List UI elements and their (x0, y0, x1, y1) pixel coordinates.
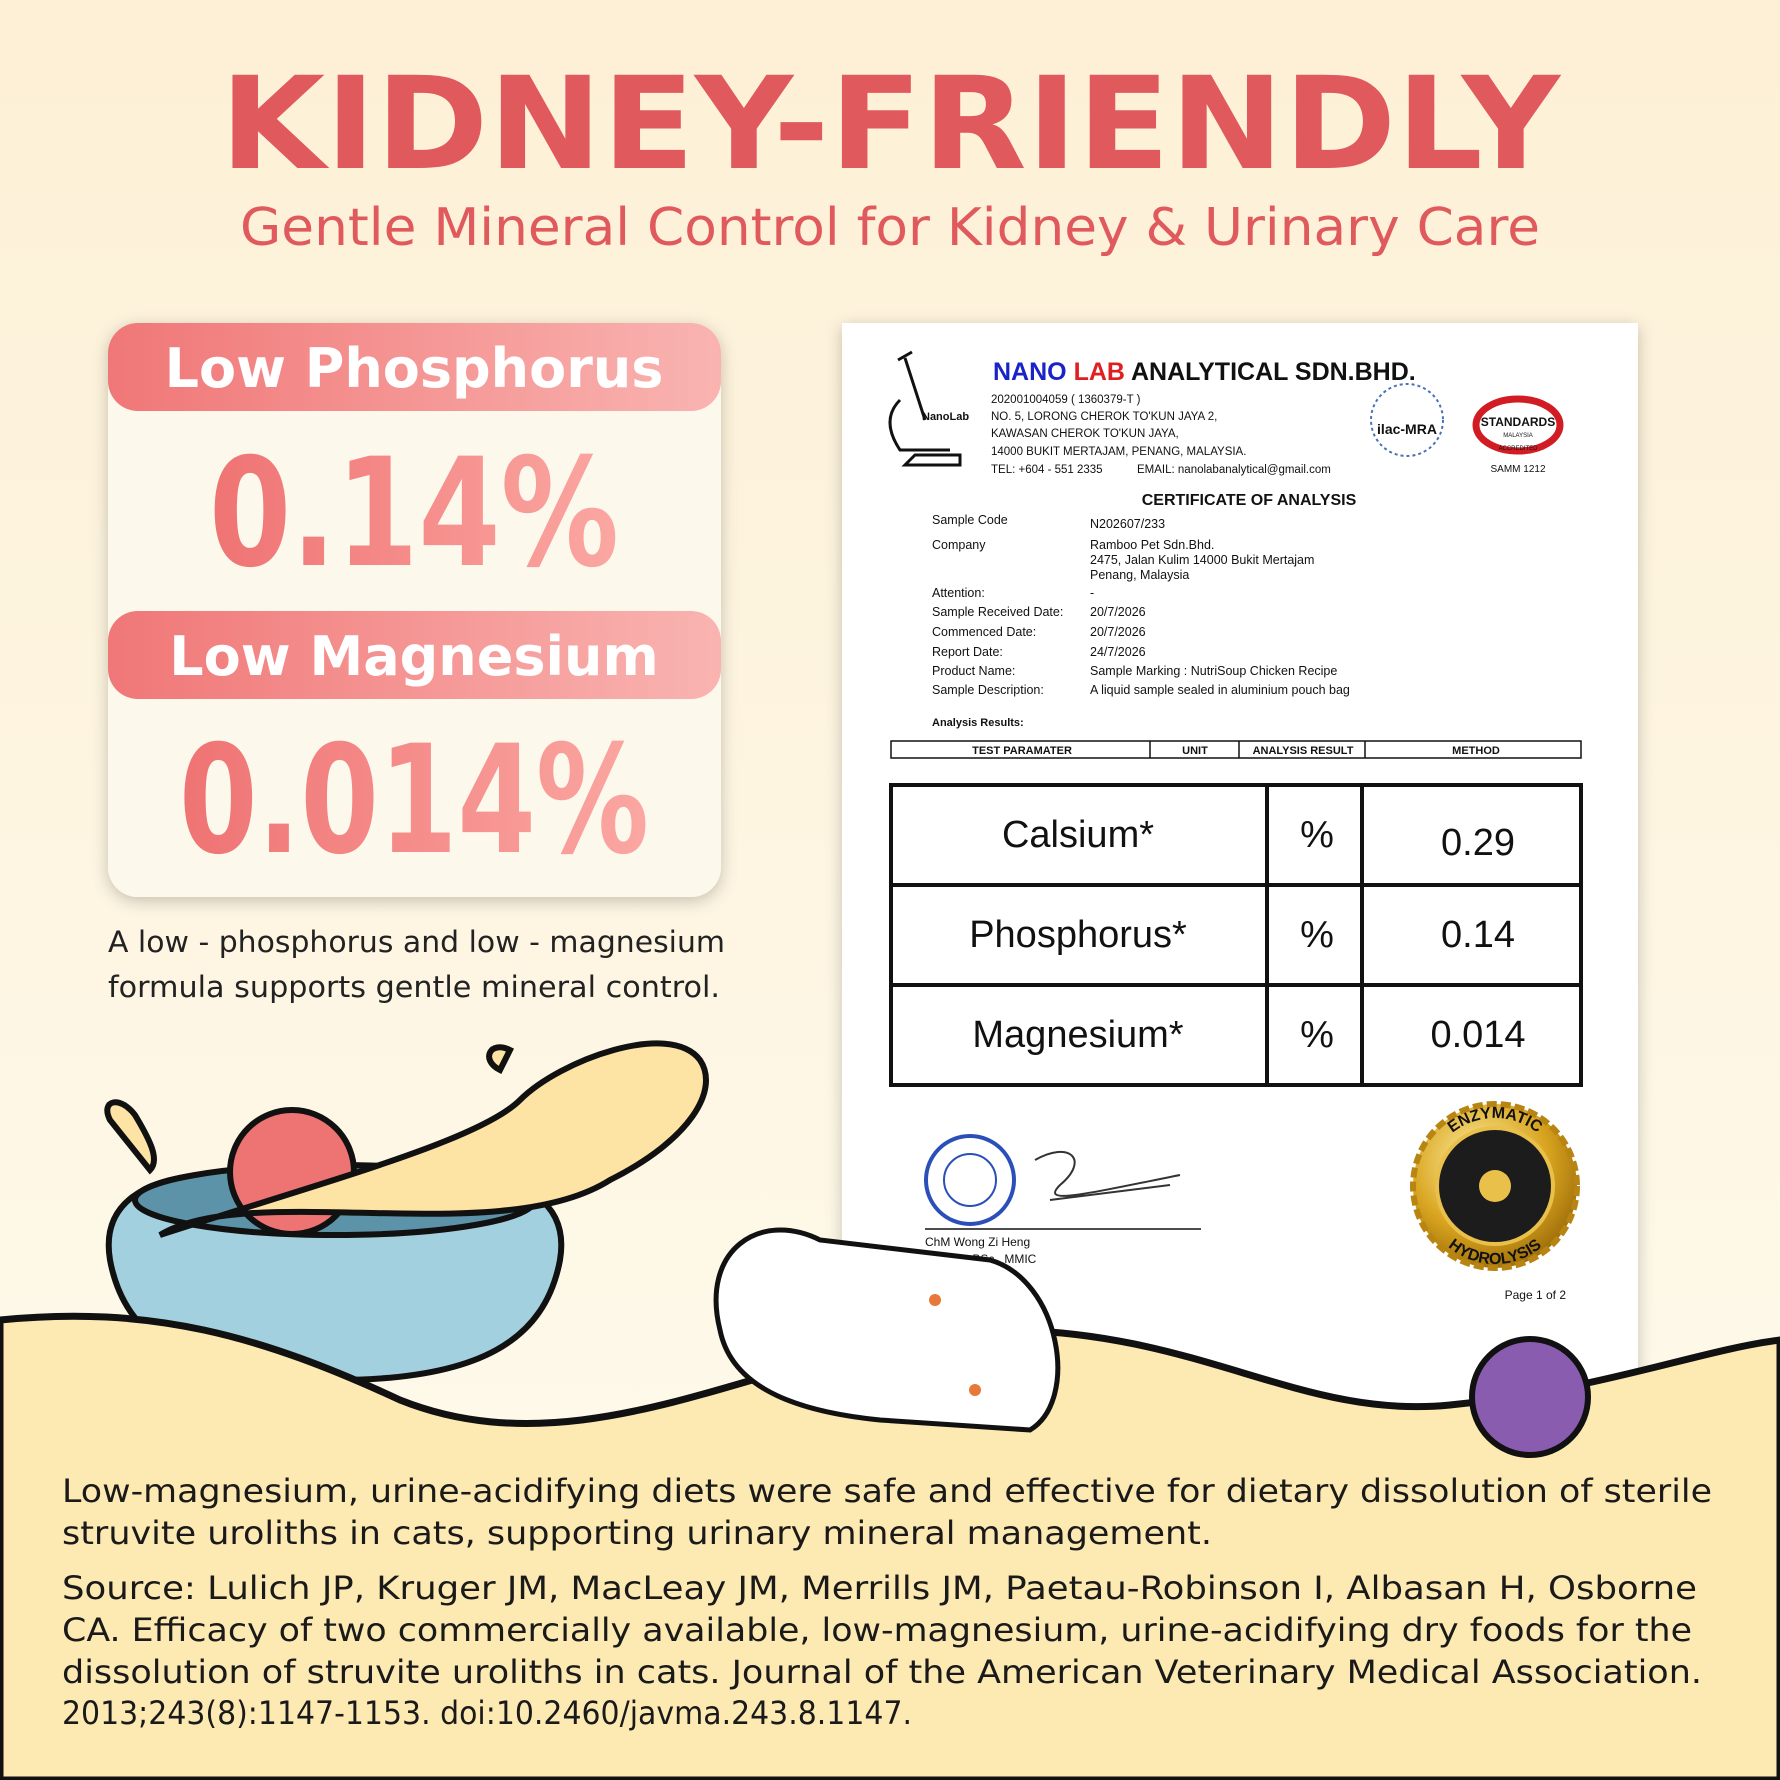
footer: Low-magnesium, urine-acidifying diets we… (62, 1472, 1712, 1732)
field-value: Sample Marking : NutriSoup Chicken Recip… (1090, 664, 1337, 678)
title: KIDNEY-FRIENDLY (220, 50, 1561, 199)
field-label: Report Date: (932, 645, 1003, 659)
source-text: dissolution of struvite uroliths in cats… (62, 1653, 1702, 1691)
field-label: Product Name: (932, 664, 1015, 678)
field-value: Penang, Malaysia (1090, 568, 1189, 582)
field-label: Company (932, 538, 986, 552)
stats-note: formula supports gentle mineral control. (108, 970, 720, 1004)
stamp (924, 1134, 1016, 1226)
results-cell: Calsium* (1002, 814, 1154, 856)
stat-pill (108, 323, 721, 411)
ilac-text: ilac-MRA (1377, 421, 1437, 437)
table-header: ANALYSIS RESULT (1253, 745, 1354, 757)
email: EMAIL: nanolabanalytical@gmail.com (1137, 464, 1331, 476)
field-label: Attention: (932, 586, 985, 600)
results-cell: 0.14 (1441, 914, 1515, 956)
study-text: struvite uroliths in cats, supporting ur… (62, 1514, 1212, 1552)
field-value: 2475, Jalan Kulim 14000 Bukit Mertajam (1090, 553, 1314, 567)
results-table: TEST PARAMATER UNIT ANALYSIS RESULT METHOD C… (889, 740, 1583, 1087)
results-label: Analysis Results: (932, 717, 1024, 729)
cat-illustration (713, 1227, 1061, 1433)
source-text: 2013;243(8):1147-1153. doi:10.2460/javma… (62, 1694, 912, 1732)
stat-label: Low Magnesium (169, 625, 658, 688)
company-name: NANO LAB ANALYTICAL SDN.BHD. (993, 358, 1416, 386)
results-cell: Phosphorus* (969, 914, 1187, 956)
company-nano: NANO (993, 358, 1067, 386)
results-cell: % (1300, 814, 1334, 856)
field-value: 20/7/2026 (1090, 625, 1146, 639)
field-label: Sample Received Date: (932, 605, 1063, 619)
certificate: NanoLab NANO LAB ANALYTICAL SDN.BHD. 202… (842, 323, 1638, 1423)
page-number: Page 1 of 2 (1505, 1288, 1567, 1302)
blueberry (1469, 1336, 1591, 1458)
company-rest: ANALYTICAL SDN.BHD. (1131, 358, 1416, 386)
certificate-fields: Sample Code N202607/233 Company Ramboo Pet … (932, 513, 1350, 697)
results-cell: 0.014 (1430, 1014, 1525, 1056)
standards-badge (1472, 395, 1564, 455)
results-cell: 0.29 (1441, 822, 1515, 864)
field-value: - (1090, 586, 1094, 600)
results-cell: % (1300, 914, 1334, 956)
stat-value: 0.014% (179, 714, 649, 888)
stamp-inner (943, 1153, 997, 1207)
samm: SAMM 1212 (1490, 464, 1545, 475)
subtitle: Gentle Mineral Control for Kidney & Urin… (240, 198, 1540, 258)
logo-text: NanoLab (922, 411, 969, 423)
table-header: TEST PARAMATER (972, 745, 1072, 757)
table-header-box (890, 740, 1582, 759)
seal-icon (1479, 1170, 1511, 1202)
address-line: NO. 5, LORONG CHEROK TO'KUN JAYA 2, (991, 411, 1217, 423)
field-value: 20/7/2026 (1090, 605, 1146, 619)
stats-card (108, 323, 721, 897)
field-label: Commenced Date: (932, 625, 1036, 639)
results-cell: % (1300, 1014, 1334, 1056)
field-value: Ramboo Pet Sdn.Bhd. (1090, 538, 1214, 552)
results-box (889, 783, 1583, 1087)
table-header: UNIT (1182, 745, 1208, 757)
signature (1034, 1150, 1181, 1201)
address-line: 202001004059 ( 1360379-T ) (991, 394, 1141, 406)
results-cell: Magnesium* (972, 1014, 1183, 1056)
tel: TEL: +604 - 551 2335 (991, 464, 1103, 476)
ilac-badge (1370, 383, 1444, 457)
field-label: Sample Description: (932, 683, 1044, 697)
address-line: KAWASAN CHEROK TO'KUN JAYA, (991, 428, 1179, 440)
stat-value: 0.14% (209, 427, 619, 601)
source-text: Source: Lulich JP, Kruger JM, MacLeay JM… (62, 1569, 1697, 1607)
stats-note: A low - phosphorus and low - magnesium (108, 925, 725, 959)
address-line: 14000 BUKIT MERTAJAM, PENANG, MALAYSIA. (991, 446, 1246, 458)
field-value: A liquid sample sealed in aluminium pouc… (1090, 683, 1350, 697)
table-header: METHOD (1452, 745, 1500, 757)
microscope-logo (888, 350, 962, 467)
standards-text: STANDARDS (1481, 415, 1555, 429)
field-value: N202607/233 (1090, 517, 1165, 531)
study-text: Low-magnesium, urine-acidifying diets we… (62, 1472, 1712, 1510)
standards-accredited: ACCREDITED (1498, 446, 1538, 452)
field-label: Sample Code (932, 513, 1008, 527)
standards-country: MALAYSIA (1503, 433, 1533, 439)
signer: ChM Wong Zi Heng (925, 1235, 1030, 1249)
source-text: CA. Efficacy of two commercially availab… (62, 1611, 1692, 1649)
stat-label: Low Phosphorus (165, 337, 664, 400)
field-value: 24/7/2026 (1090, 645, 1146, 659)
stat-pill (108, 611, 721, 699)
certificate-title: CERTIFICATE OF ANALYSIS (1142, 492, 1357, 509)
company-lab: LAB (1074, 358, 1125, 386)
